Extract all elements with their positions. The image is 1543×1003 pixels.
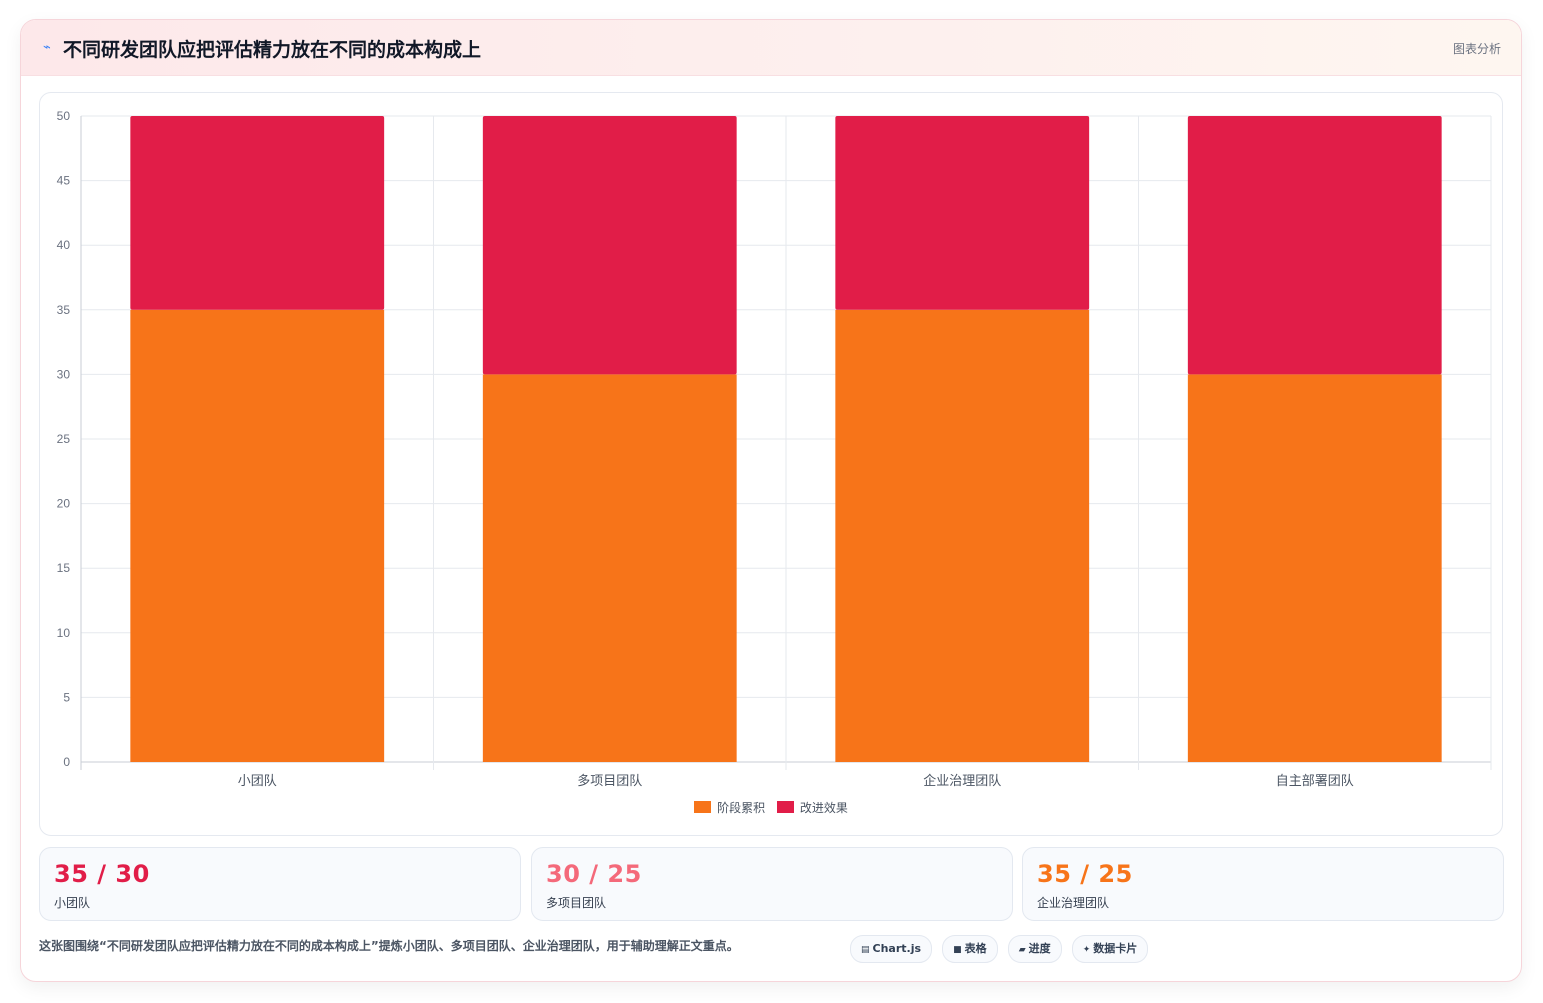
legend-item-series-1[interactable]: 阶段累积: [694, 799, 765, 816]
stat-value-2: 30 / 25: [546, 860, 642, 888]
x-tick-label: 自主部署团队: [1276, 774, 1354, 789]
chart-analysis-label: 图表分析: [1452, 42, 1501, 56]
bar-segment-series-1: [1187, 374, 1442, 762]
bar-segment-series-1: [130, 309, 385, 762]
chart-legend: 阶段累积 改进效果: [40, 799, 1502, 816]
y-tick-label: 40: [57, 238, 71, 252]
chart-line-icon: ⌁: [43, 40, 51, 55]
table-icon: ■: [953, 945, 962, 955]
sparkle-icon: ✦: [1082, 945, 1091, 955]
bar-segment-series-2: [130, 116, 385, 310]
stat-value-3: 35 / 25: [1037, 860, 1133, 888]
y-tick-label: 50: [57, 109, 71, 123]
tag-data-cards[interactable]: ✦ 数据卡片: [1071, 935, 1149, 963]
chart-icon: ▤: [861, 945, 870, 955]
tag-progress[interactable]: ▰ 进度: [1007, 935, 1062, 963]
stat-label-3: 企业治理团队: [1037, 896, 1110, 910]
x-tick-label: 企业治理团队: [923, 773, 1001, 789]
y-tick-label: 5: [63, 690, 70, 704]
tag-label: 数据卡片: [1093, 942, 1138, 955]
y-tick-label: 15: [57, 561, 71, 575]
bar-segment-series-1: [835, 309, 1090, 762]
stat-card-3: 35 / 25 企业治理团队: [1022, 847, 1504, 921]
y-tick-label: 10: [57, 626, 71, 640]
tag-list: ▤ Chart.js ■ 表格 ▰ 进度 ✦ 数据卡片: [850, 935, 1153, 963]
legend-label-series-2: 改进效果: [799, 801, 848, 815]
x-tick-label: 小团队: [238, 774, 277, 789]
y-tick-label: 30: [57, 367, 71, 381]
y-tick-label: 45: [57, 174, 71, 188]
chart-container: 0 5 10 15 20 25 30 35 40 45 50 小团队 多项目团队 企业治理团队 自主部署团队…: [39, 92, 1503, 836]
bar-segment-series-2: [482, 116, 737, 375]
stat-value-1: 35 / 30: [54, 860, 150, 888]
stat-label-2: 多项目团队: [546, 896, 607, 910]
legend-item-series-2[interactable]: 改进效果: [776, 799, 848, 816]
chart-caption: 这张图围绕“不同研发团队应把评估精力放在不同的成本构成上”提炼小团队、多项目团队…: [39, 939, 739, 953]
tag-chartjs[interactable]: ▤ Chart.js: [850, 935, 933, 963]
tag-label: Chart.js: [872, 942, 922, 955]
stat-card-1: 35 / 30 小团队: [39, 847, 521, 921]
tag-table[interactable]: ■ 表格: [942, 935, 998, 963]
y-tick-label: 20: [57, 497, 71, 511]
bar-segment-series-2: [835, 116, 1090, 310]
card-header: ⌁ 不同研发团队应把评估精力放在不同的成本构成上 图表分析: [21, 20, 1521, 76]
legend-swatch-series-1: [694, 801, 712, 813]
stat-card-2: 30 / 25 多项目团队: [531, 847, 1013, 921]
stat-label-1: 小团队: [54, 896, 91, 910]
tag-label: 进度: [1028, 942, 1051, 955]
y-tick-label: 0: [63, 755, 70, 769]
legend-label-series-1: 阶段累积: [717, 801, 766, 815]
stat-cards: 35 / 30 小团队 30 / 25 多项目团队 35 / 25 企业治理团队: [39, 847, 1504, 921]
bar-segment-series-1: [482, 374, 737, 762]
page-title: 不同研发团队应把评估精力放在不同的成本构成上: [63, 39, 482, 61]
y-tick-label: 35: [57, 303, 71, 317]
bar-segment-series-2: [1187, 116, 1442, 375]
y-tick-label: 25: [57, 432, 71, 446]
tag-label: 表格: [964, 942, 987, 955]
chart-card: ⌁ 不同研发团队应把评估精力放在不同的成本构成上 图表分析 0 5 10 15 20 25…: [20, 19, 1522, 982]
progress-icon: ▰: [1018, 945, 1026, 955]
legend-swatch-series-2: [776, 801, 794, 813]
x-tick-label: 多项目团队: [577, 773, 642, 789]
stacked-bar-chart: 0 5 10 15 20 25 30 35 40 45 50 小团队 多项目团队 企业治理团队 自主部署团队: [57, 109, 1492, 789]
